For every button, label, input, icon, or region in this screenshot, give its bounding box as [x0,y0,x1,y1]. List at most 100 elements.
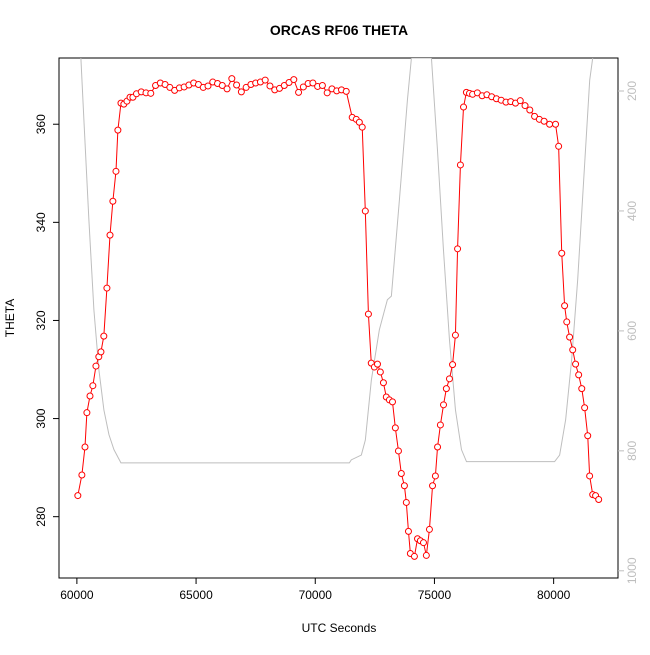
data-point [83,409,91,417]
data-point [419,539,427,547]
data-point [402,498,410,506]
data-point [454,245,462,253]
data-point [109,197,117,205]
y2-tick-label: 400 [625,201,639,221]
data-point [318,81,326,89]
data-point [261,76,269,84]
data-point [92,362,100,370]
data-point [388,398,396,406]
data-point [440,401,448,409]
data-point [410,552,418,560]
data-point [233,81,241,89]
data-point [449,361,457,369]
data-point [563,318,571,326]
data-point [460,103,468,111]
data-point [456,161,464,169]
data-point [569,346,577,354]
data-point [299,83,307,91]
data-point [552,120,560,128]
data-point [74,492,82,500]
data-point [572,360,580,368]
data-point [361,207,369,215]
data-point [290,76,298,84]
data-point [295,88,303,96]
data-point [442,385,450,393]
data-point [575,371,583,379]
y-tick-label: 280 [34,506,48,526]
data-point [223,85,231,93]
data-point [586,472,594,480]
data-point [147,89,155,97]
data-point [595,496,603,504]
data-point [266,82,274,90]
data-point [558,249,566,257]
data-point [323,89,331,97]
data-point [228,75,236,83]
data-point [100,332,108,340]
y2-tick-label: 200 [625,81,639,101]
data-point [400,482,408,490]
y-tick-label: 360 [34,114,48,134]
data-point [86,392,94,400]
x-tick-label: 60000 [60,588,94,602]
data-point [540,117,548,125]
data-point [97,348,105,356]
data-point [397,470,405,478]
x-tick-label: 75000 [418,588,452,602]
data-point [78,471,86,479]
y2-tick-label: 1000 [625,557,639,584]
data-point [555,142,563,150]
data-point [358,123,366,131]
x-tick-label: 70000 [299,588,333,602]
data-point [425,525,433,533]
data-point [218,81,226,89]
data-point [364,310,372,318]
data-point [391,424,399,432]
plot-area [74,58,603,560]
data-point [566,333,574,341]
data-point [376,368,384,376]
data-point [521,102,529,110]
data-point [429,482,437,490]
data-point [431,472,439,480]
series-line [80,58,594,464]
data-point [584,432,592,440]
x-tick-label: 80000 [537,588,571,602]
data-point [103,284,111,292]
plot-frame [58,57,619,579]
data-point [434,443,442,451]
y-tick-label: 340 [34,212,48,232]
data-point [561,302,569,310]
data-point [114,126,122,134]
data-point [422,551,430,559]
x-tick-label: 65000 [179,588,213,602]
data-point [404,527,412,535]
data-point [81,443,89,451]
chart-title: ORCAS RF06 THETA [270,22,408,38]
data-point [342,87,350,95]
data-point [237,88,245,96]
data-point [436,421,444,429]
data-point [581,404,589,412]
data-point [204,82,212,90]
data-point [309,79,317,87]
data-point [394,447,402,455]
x-axis-label: UTC Seconds [302,621,377,635]
data-point [112,167,120,175]
data-point [445,375,453,383]
data-point [451,331,459,339]
y2-tick-label: 600 [625,321,639,341]
data-point [379,379,387,387]
y-tick-label: 300 [34,408,48,428]
data-point [546,120,554,128]
data-point [526,106,534,114]
data-point [578,385,586,393]
y-axis-label: THETA [3,299,17,337]
y2-tick-label: 800 [625,441,639,461]
data-point [89,382,97,390]
data-point [106,231,114,239]
y-tick-label: 320 [34,310,48,330]
data-point [373,360,381,368]
